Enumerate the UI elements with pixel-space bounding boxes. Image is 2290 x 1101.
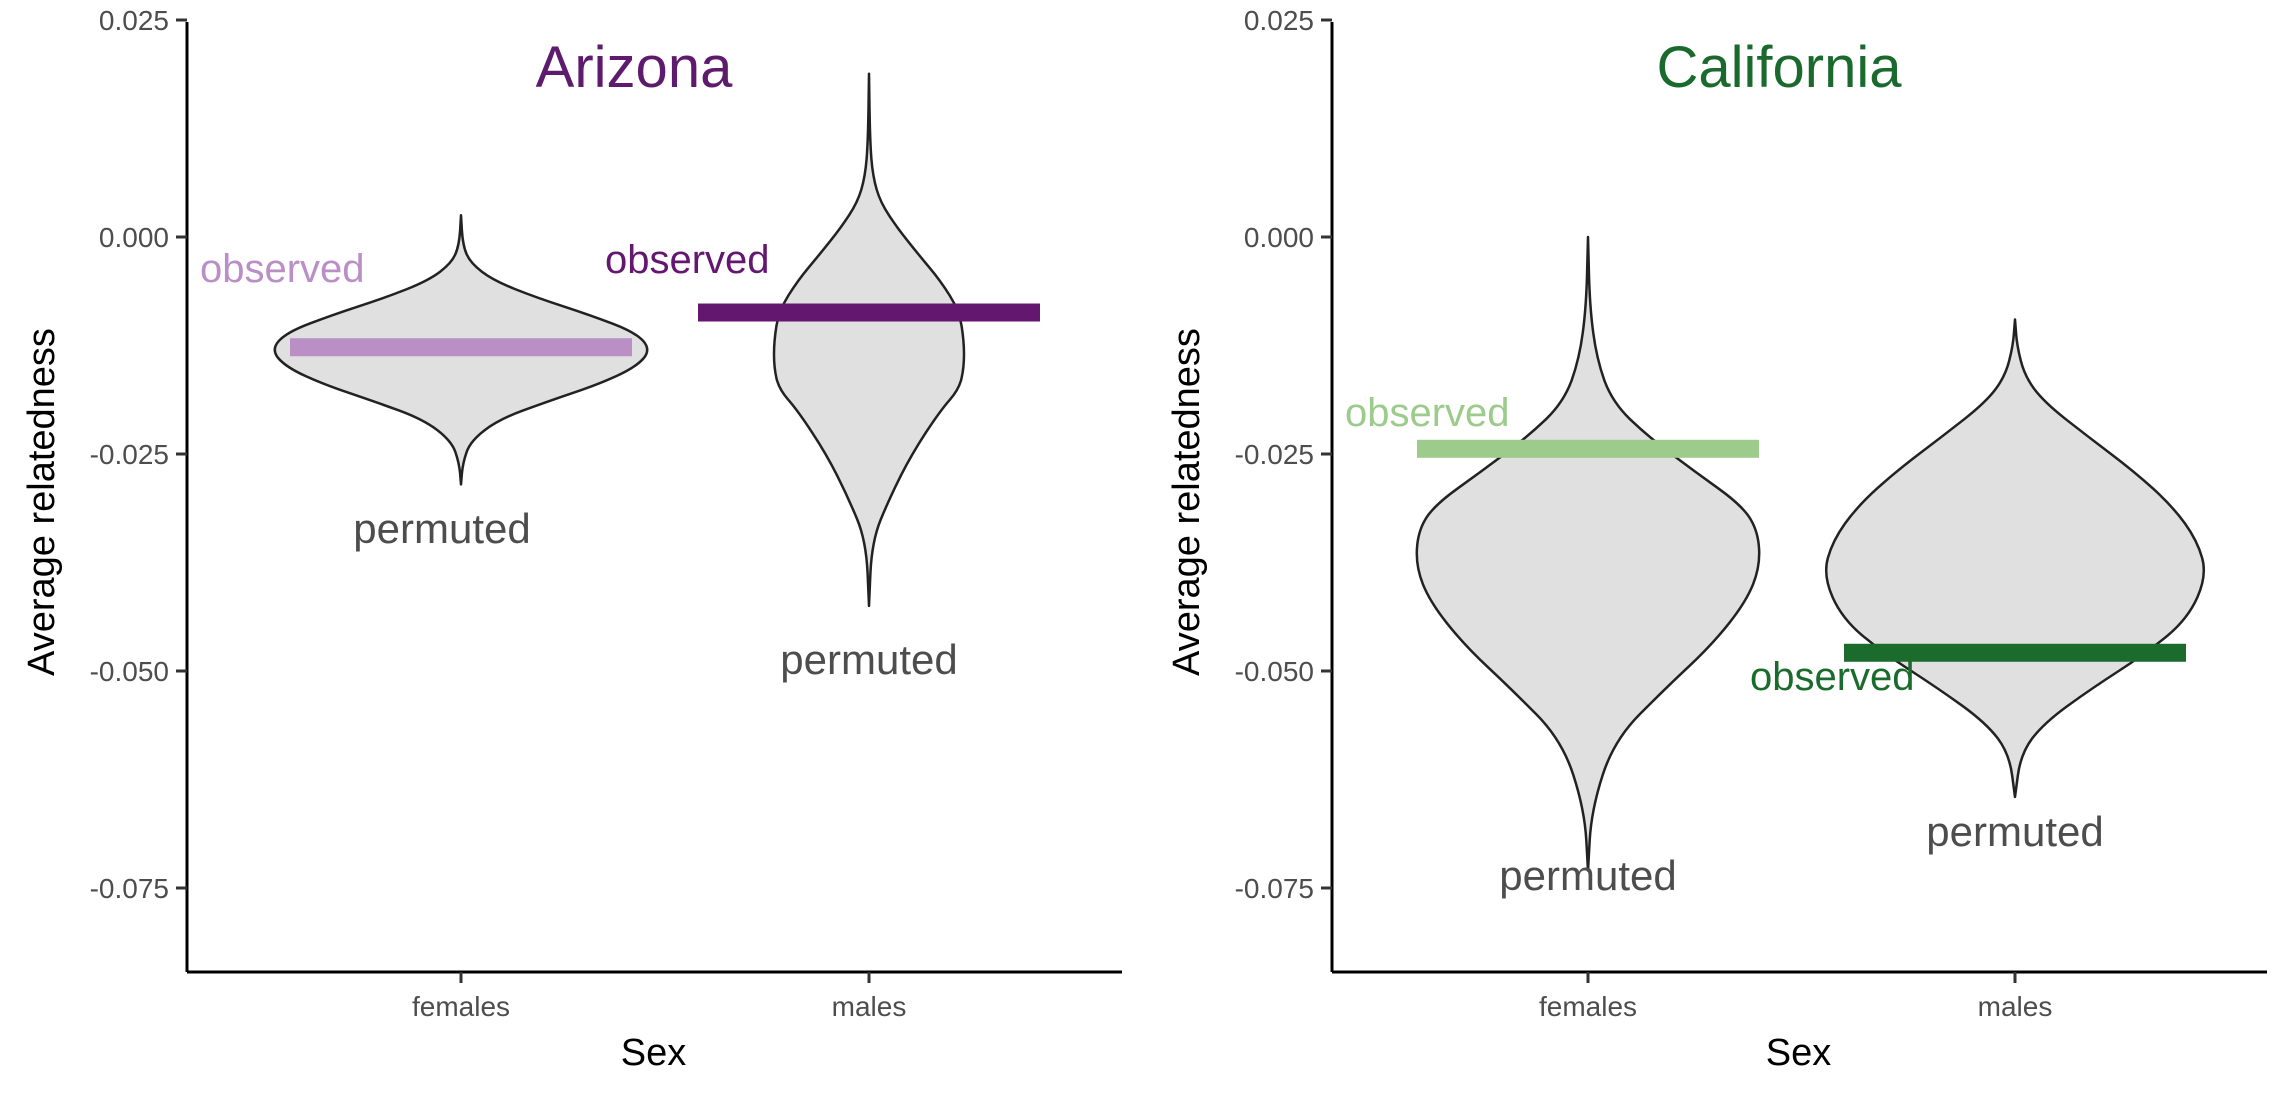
panel-arizona: 0.025 0.000 -0.025 -0.050 -0.075 females males…: [21, 5, 1122, 1074]
x-tick-label: males: [832, 991, 907, 1022]
y-tick-label: -0.050: [1235, 656, 1314, 687]
y-tick-label: 0.000: [99, 222, 169, 253]
x-axis-title: Sex: [621, 1032, 686, 1074]
violin-males: [772, 72, 966, 608]
permuted-label: permuted: [353, 505, 530, 552]
y-tick-label: 0.025: [1244, 5, 1314, 36]
y-tick-label: -0.025: [90, 439, 169, 470]
observed-label: observed: [1750, 655, 1915, 699]
y-axis-title: Average relatedness: [1166, 328, 1208, 676]
permuted-label: permuted: [1499, 852, 1676, 899]
panel-california: 0.025 0.000 -0.025 -0.050 -0.075 females males…: [1166, 5, 2267, 1074]
y-tick-label: -0.075: [1235, 873, 1314, 904]
observed-label: observed: [605, 238, 770, 282]
permuted-label: permuted: [1926, 808, 2103, 855]
x-tick-label: females: [412, 991, 510, 1022]
permuted-label: permuted: [780, 636, 957, 683]
y-tick-label: 0.000: [1244, 222, 1314, 253]
x-tick-label: females: [1539, 991, 1637, 1022]
y-tick-label: -0.025: [1235, 439, 1314, 470]
y-tick-label: 0.025: [99, 5, 169, 36]
observed-bar-males: [1844, 643, 2186, 662]
x-tick-label: males: [1978, 991, 2053, 1022]
y-axis-title: Average relatedness: [21, 328, 63, 676]
observed-bar-females: [1417, 439, 1759, 458]
violin-females: [1415, 235, 1761, 872]
panel-title: Arizona: [536, 35, 733, 100]
y-tick-label: -0.075: [90, 873, 169, 904]
observed-label: observed: [200, 247, 365, 291]
observed-bar-females: [290, 338, 632, 357]
x-axis-title: Sex: [1766, 1032, 1831, 1074]
violin-males: [1824, 318, 2206, 799]
panel-title: California: [1657, 35, 1903, 100]
y-tick-label: -0.050: [90, 656, 169, 687]
observed-label: observed: [1345, 391, 1510, 435]
observed-bar-males: [698, 303, 1040, 322]
